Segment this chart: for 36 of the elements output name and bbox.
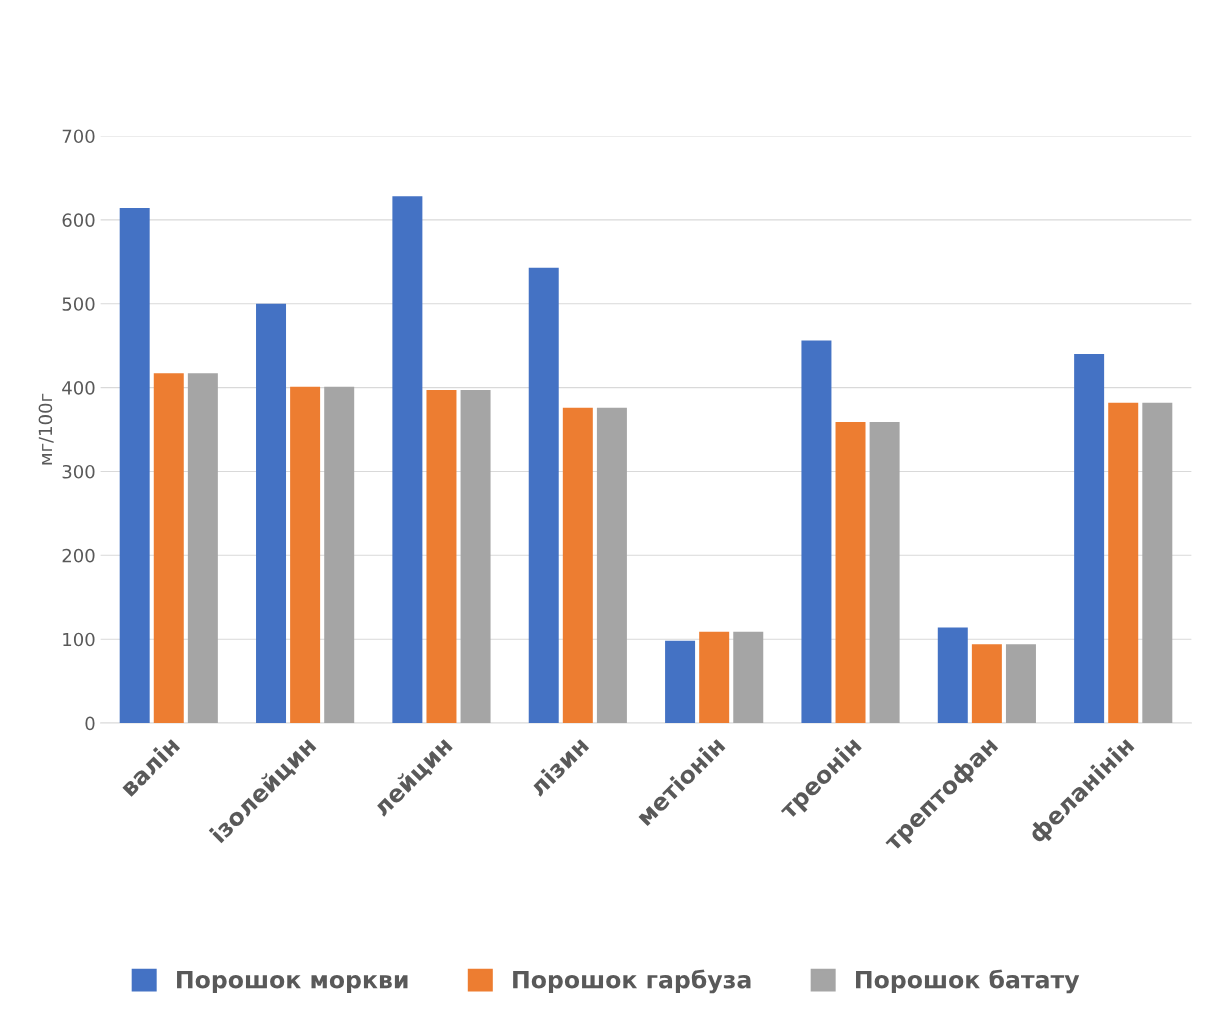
y-tick-label: 200 [62,548,95,563]
bar [119,208,150,724]
y-tick-label: 700 [62,129,95,144]
y-tick-label: 300 [62,464,95,479]
bar [392,196,423,724]
legend-label: Порошок батату [856,969,1080,994]
bar [1005,644,1036,724]
bar [1074,354,1105,724]
y-tick-label: 400 [62,381,95,395]
bar [460,390,491,724]
bar [290,386,321,724]
bar [971,644,1002,724]
legend-label: Порошок моркви [177,970,408,994]
bar [426,390,457,724]
bar [937,627,968,724]
y-tick-label: 0 [85,716,95,731]
y-tick-label: 600 [62,213,95,227]
y-tick-label: 500 [62,297,95,311]
bar [153,373,184,724]
bar [835,421,866,724]
bar [528,267,559,724]
bar [596,407,627,724]
bar [562,407,593,724]
y-axis-title: мг/100г [38,393,54,465]
bar [665,640,696,724]
bar [1108,402,1139,724]
bar [187,373,218,724]
bar [699,631,730,724]
bar [801,340,832,724]
bar [1142,402,1173,724]
bar [324,386,355,724]
bar [733,631,764,724]
bar [869,421,900,724]
legend-label: Порошок гарбуза [513,969,751,994]
y-tick-label: 100 [63,632,95,647]
bar [256,303,287,724]
